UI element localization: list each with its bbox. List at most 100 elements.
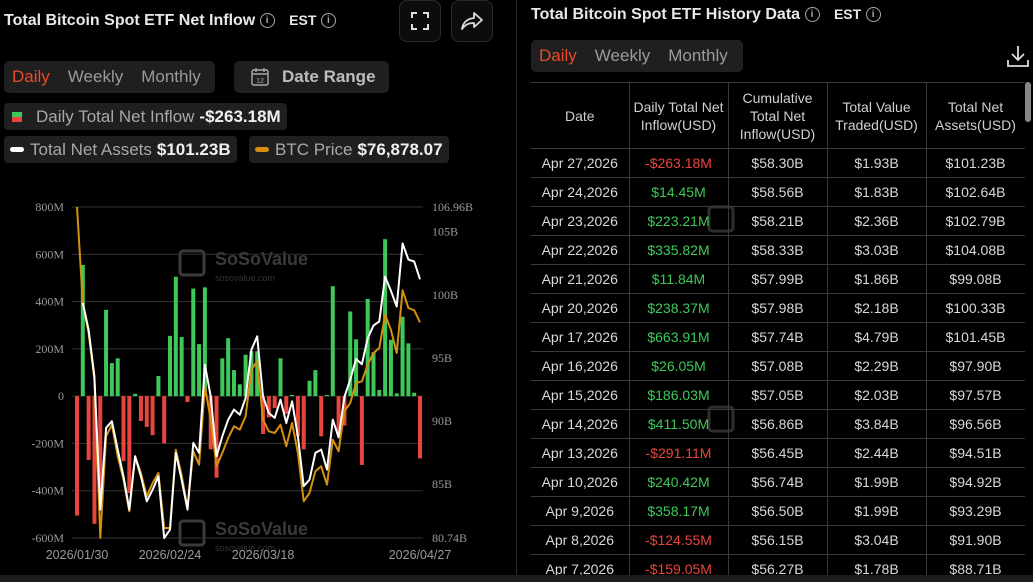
inflow-bar[interactable] (162, 396, 167, 444)
inflow-bar[interactable] (92, 396, 97, 524)
inflow-bar[interactable] (313, 370, 318, 397)
inflow-chart[interactable]: SoSoValue sosovalue.com SoSoValue sosova… (0, 0, 516, 575)
inflow-bar[interactable] (168, 335, 173, 397)
tab-weekly[interactable]: Weekly (594, 46, 651, 65)
y-right-tick-label: 95B (432, 351, 452, 365)
inflow-bar[interactable] (144, 396, 149, 427)
date-cell: Apr 23,2026 (531, 206, 630, 236)
inflow-bar[interactable] (324, 394, 329, 397)
share-button[interactable] (451, 0, 493, 42)
daily-inflow-cell: $240.42M (628, 467, 729, 497)
info-icon[interactable]: i (259, 13, 275, 29)
inflow-bar[interactable] (290, 394, 295, 397)
daily-inflow-cell: $358.17M (628, 496, 729, 526)
inflow-bar[interactable] (388, 339, 393, 397)
inflow-bar[interactable] (295, 396, 300, 437)
inflow-bar[interactable] (185, 396, 190, 403)
inflow-bar[interactable] (272, 396, 277, 408)
inflow-bar[interactable] (173, 276, 178, 397)
inflow-bar[interactable] (371, 352, 376, 397)
inflow-bar[interactable] (319, 396, 324, 437)
inflow-bar[interactable] (394, 393, 399, 397)
cumulative-inflow-cell: $56.27B (727, 554, 828, 575)
fullscreen-button[interactable] (399, 0, 441, 42)
inflow-bar[interactable] (86, 396, 91, 460)
table-row: Apr 27,2026 -$263.18M $58.30B $1.93B $101.23… (531, 148, 1025, 178)
inflow-bar[interactable] (278, 358, 283, 397)
inflow-bar[interactable] (406, 343, 411, 397)
inflow-bar[interactable] (121, 396, 126, 462)
inflow-bar[interactable] (75, 396, 79, 516)
cumulative-inflow-cell: $56.74B (727, 467, 828, 497)
inflow-bar[interactable] (80, 264, 85, 397)
daily-inflow-cell: $11.84M (628, 264, 729, 294)
tab-monthly[interactable]: Monthly (141, 67, 201, 86)
timezone-info-icon[interactable]: i (320, 13, 336, 29)
inflow-bar[interactable] (202, 287, 207, 397)
inflow-bar[interactable] (301, 396, 306, 450)
legend-btc-price[interactable]: BTC Price $76,878.07 (249, 136, 449, 163)
inflow-bar[interactable] (179, 337, 184, 397)
timezone-info-icon[interactable]: i (865, 7, 881, 23)
table-row: Apr 13,2026 -$291.11M $56.45B $2.44B $94.51B (531, 438, 1025, 468)
inflow-bar[interactable] (348, 311, 353, 397)
inflow-bar[interactable] (237, 384, 242, 397)
inflow-bar[interactable] (150, 396, 155, 436)
tab-weekly[interactable]: Weekly (67, 67, 124, 86)
inflow-bar[interactable] (359, 396, 364, 465)
inflow-bar[interactable] (354, 339, 359, 397)
tab-daily[interactable]: Daily (539, 46, 577, 65)
inflow-bar[interactable] (336, 396, 341, 434)
inflow-bar[interactable] (266, 396, 271, 418)
tab-monthly[interactable]: Monthly (668, 46, 728, 65)
inflow-bar[interactable] (226, 338, 231, 397)
download-button[interactable] (1006, 44, 1030, 73)
inflow-bar[interactable] (231, 370, 236, 397)
legend-total-net-assets[interactable]: Total Net Assets $101.23B (4, 136, 237, 163)
info-icon[interactable]: i (804, 7, 820, 23)
daily-inflow-cell: $26.05M (628, 351, 729, 381)
net-assets-cell: $91.90B (925, 525, 1025, 555)
table-scrollbar[interactable] (1025, 82, 1031, 572)
inflow-bar[interactable] (109, 363, 114, 397)
inflow-bar[interactable] (133, 393, 138, 397)
inflow-bar[interactable] (330, 286, 335, 397)
inflow-bar[interactable] (412, 392, 417, 397)
inflow-bar[interactable] (243, 354, 248, 397)
inflow-bar[interactable] (400, 316, 405, 397)
inflow-bar[interactable] (307, 380, 312, 397)
inflow-bar[interactable] (156, 376, 161, 397)
inflow-bar[interactable] (418, 396, 422, 459)
table-row: Apr 15,2026 $186.03M $57.05B $2.03B $97.57B (531, 380, 1025, 410)
inflow-bar[interactable] (255, 351, 260, 397)
tab-daily[interactable]: Daily (12, 67, 50, 86)
inflow-bar[interactable] (197, 344, 202, 397)
date-cell: Apr 27,2026 (531, 148, 630, 178)
legend-daily-inflow[interactable]: Daily Total Net Inflow -$263.18M (4, 103, 287, 130)
cumulative-inflow-cell: $56.86B (727, 409, 828, 439)
inflow-bar[interactable] (377, 389, 382, 397)
total-net-assets-line[interactable] (81, 242, 421, 539)
table-title-text: Total Bitcoin Spot ETF History Data (531, 6, 801, 23)
inflow-bar[interactable] (191, 288, 196, 397)
legend-label: BTC Price (275, 139, 353, 159)
inflow-bar[interactable] (220, 358, 225, 397)
inflow-bar[interactable] (284, 396, 289, 414)
inflow-bar[interactable] (365, 298, 370, 397)
y-left-tick-label: 0 (58, 389, 64, 403)
date-cell: Apr 10,2026 (531, 467, 630, 497)
daily-inflow-cell: $186.03M (628, 380, 729, 410)
date-range-button[interactable]: 12 Date Range (234, 61, 389, 93)
left-period-tabs: Daily Weekly Monthly (4, 61, 215, 93)
inflow-bar[interactable] (138, 396, 143, 421)
inflow-bar[interactable] (127, 396, 132, 494)
value-traded-cell: $1.99B (826, 467, 927, 497)
inflow-bar[interactable] (104, 309, 109, 397)
net-assets-cell: $104.08B (925, 235, 1025, 265)
table-title: Total Bitcoin Spot ETF History Data i ES… (531, 6, 881, 24)
net-assets-cell: $99.08B (925, 264, 1025, 294)
inflow-bar[interactable] (98, 396, 103, 501)
y-left-tick-label: -200M (31, 436, 64, 450)
inflow-bar[interactable] (214, 396, 219, 478)
inflow-bar[interactable] (115, 358, 120, 397)
